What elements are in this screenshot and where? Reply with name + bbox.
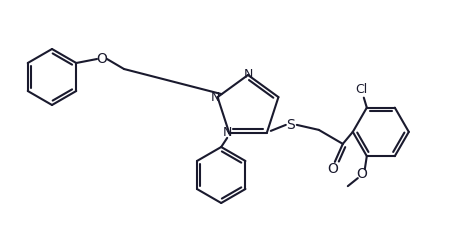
Text: O: O — [327, 162, 338, 176]
Text: N: N — [210, 91, 220, 104]
Text: N: N — [222, 126, 232, 140]
Text: O: O — [96, 52, 107, 66]
Text: S: S — [286, 118, 294, 132]
Text: Cl: Cl — [355, 83, 367, 96]
Text: O: O — [356, 167, 366, 181]
Text: N: N — [243, 68, 252, 81]
